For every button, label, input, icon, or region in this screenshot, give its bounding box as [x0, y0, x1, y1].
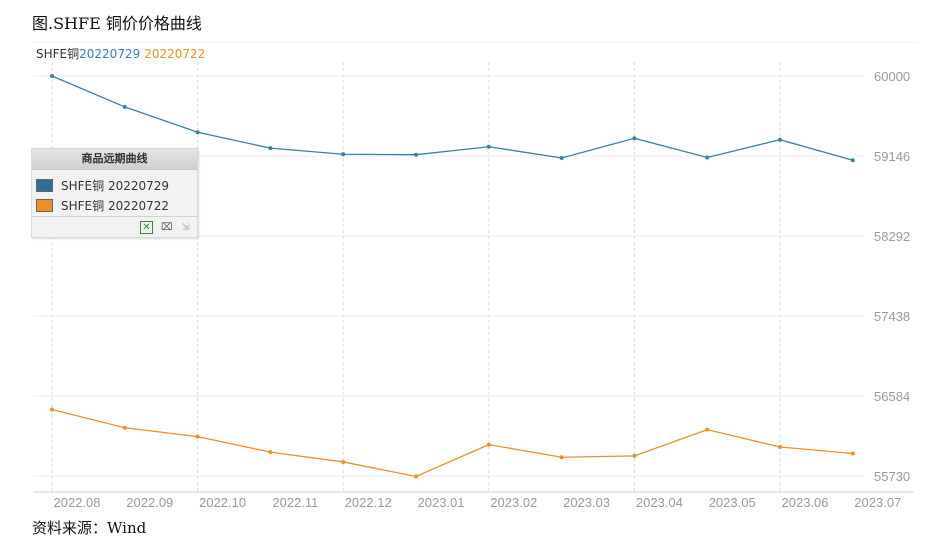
data-point-series2: [122, 425, 127, 430]
legend-label-series2: SHFE铜 20220722: [61, 198, 170, 213]
x-tick-label: 2022.08: [54, 495, 101, 510]
data-point-series2: [268, 450, 273, 455]
y-tick-label: 57438: [874, 309, 910, 324]
legend-panel-title[interactable]: 商品远期曲线: [32, 149, 197, 170]
x-tick-label: 2023.01: [418, 495, 465, 510]
x-tick-label: 2023.06: [782, 495, 829, 510]
data-point-series2: [50, 407, 54, 412]
top-legend-series2: 20220722: [144, 47, 206, 61]
top-legend: SHFE铜20220729 20220722: [36, 45, 209, 62]
excel-icon[interactable]: ✕: [140, 220, 153, 234]
legend-panel[interactable]: 商品远期曲线 SHFE铜 20220729 SHFE铜 20220722 ✕ ⌧…: [31, 148, 198, 238]
x-tick-label: 2022.09: [126, 495, 173, 510]
y-tick-label: 58292: [874, 229, 910, 244]
crop-icon[interactable]: ⌧: [161, 221, 173, 233]
export-icon[interactable]: ⇲: [181, 221, 190, 233]
data-point-series2: [778, 444, 782, 449]
data-point-series1: [632, 136, 637, 141]
x-tick-label: 2022.10: [199, 495, 246, 510]
data-point-series1: [414, 152, 418, 157]
data-point-series2: [195, 434, 200, 439]
legend-label-series1: SHFE铜 20220729: [61, 178, 170, 193]
data-point-series1: [341, 152, 346, 157]
y-tick-label: 56584: [874, 389, 910, 404]
x-tick-label: 2022.12: [345, 495, 392, 510]
top-legend-prefix: SHFE铜: [36, 47, 80, 61]
data-point-series1: [268, 146, 273, 151]
data-point-series2: [414, 474, 418, 479]
data-point-series2: [559, 455, 564, 460]
legend-toolbar: ✕ ⌧ ⇲: [32, 216, 197, 237]
series-line-1: [51, 75, 853, 161]
data-point-series1: [122, 104, 127, 109]
data-point-series2: [632, 453, 637, 458]
x-tick-label: 2023.05: [709, 495, 756, 510]
data-point-series2: [705, 427, 710, 432]
legend-swatch-series1: [36, 178, 53, 192]
y-tick-label: 60000: [874, 69, 910, 84]
data-point-series2: [850, 451, 855, 456]
figure-title: 图.SHFE 铜价价格曲线: [32, 14, 202, 33]
data-point-series1: [778, 137, 782, 142]
data-point-series1: [705, 155, 710, 160]
x-tick-label: 2023.07: [854, 495, 901, 510]
source-note: 资料来源：Wind: [32, 519, 147, 537]
data-point-series1: [850, 158, 855, 163]
legend-item-series2[interactable]: SHFE铜 20220722: [32, 196, 197, 214]
data-point-series2: [486, 442, 491, 447]
legend-item-series1[interactable]: SHFE铜 20220729: [32, 176, 197, 194]
data-point-series1: [559, 155, 564, 160]
data-point-series1: [195, 130, 200, 135]
x-tick-label: 2023.04: [636, 495, 683, 510]
series-line-2: [51, 408, 853, 478]
x-tick-label: 2023.02: [490, 495, 537, 510]
data-point-series2: [341, 459, 346, 464]
x-tick-label: 2023.03: [563, 495, 610, 510]
y-tick-label: 59146: [874, 149, 910, 164]
legend-swatch-series2: [36, 198, 53, 212]
y-tick-label: 55730: [874, 469, 910, 484]
x-tick-label: 2022.11: [272, 495, 318, 510]
data-point-series1: [50, 74, 54, 78]
top-legend-series1: 20220729: [79, 47, 141, 61]
data-point-series1: [486, 144, 491, 149]
